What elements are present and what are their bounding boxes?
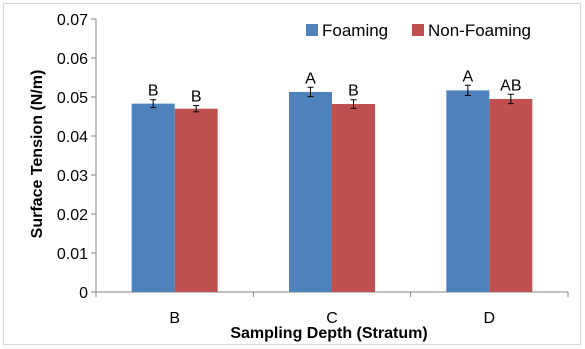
y-tick-label: 0.05 — [57, 90, 88, 107]
y-tick-label: 0.02 — [57, 207, 88, 224]
y-axis: 0 0.01 0.02 0.03 0.04 0.05 0.06 0.07 — [57, 12, 97, 302]
legend-swatch — [306, 24, 318, 36]
bar-significance-label: AB — [500, 77, 521, 94]
legend-label: Non-Foaming — [428, 21, 531, 40]
y-tick-label: 0.01 — [57, 246, 88, 263]
bar-foaming-B — [131, 103, 175, 292]
x-tick-label: B — [169, 310, 180, 327]
x-axis: B C D — [95, 291, 569, 327]
legend: Foaming Non-Foaming — [306, 21, 531, 40]
bar-significance-label: A — [462, 68, 473, 85]
y-tick-label: 0.07 — [57, 12, 88, 29]
legend-swatch — [412, 24, 424, 36]
bar-significance-label: B — [348, 83, 359, 100]
bar-significance-label: B — [191, 89, 202, 106]
bar-non-foaming-D — [489, 98, 533, 292]
y-tick-label: 0 — [79, 285, 88, 302]
bar-foaming-C — [289, 91, 332, 293]
bar-significance-label: A — [305, 70, 316, 87]
x-tick-label: C — [326, 310, 338, 327]
x-axis-title: Sampling Depth (Stratum) — [230, 325, 427, 342]
bar-non-foaming-B — [174, 108, 218, 292]
x-tick-label: D — [484, 310, 496, 327]
y-axis-title: Surface Tension (N/m) — [29, 70, 46, 239]
bar-significance-label: B — [148, 83, 159, 100]
legend-label: Foaming — [322, 21, 388, 40]
bar-non-foaming-C — [332, 104, 375, 293]
y-tick-label: 0.04 — [57, 129, 88, 146]
y-tick-label: 0.03 — [57, 168, 88, 185]
bar-foaming-D — [446, 90, 490, 293]
y-tick-label: 0.06 — [57, 51, 88, 68]
